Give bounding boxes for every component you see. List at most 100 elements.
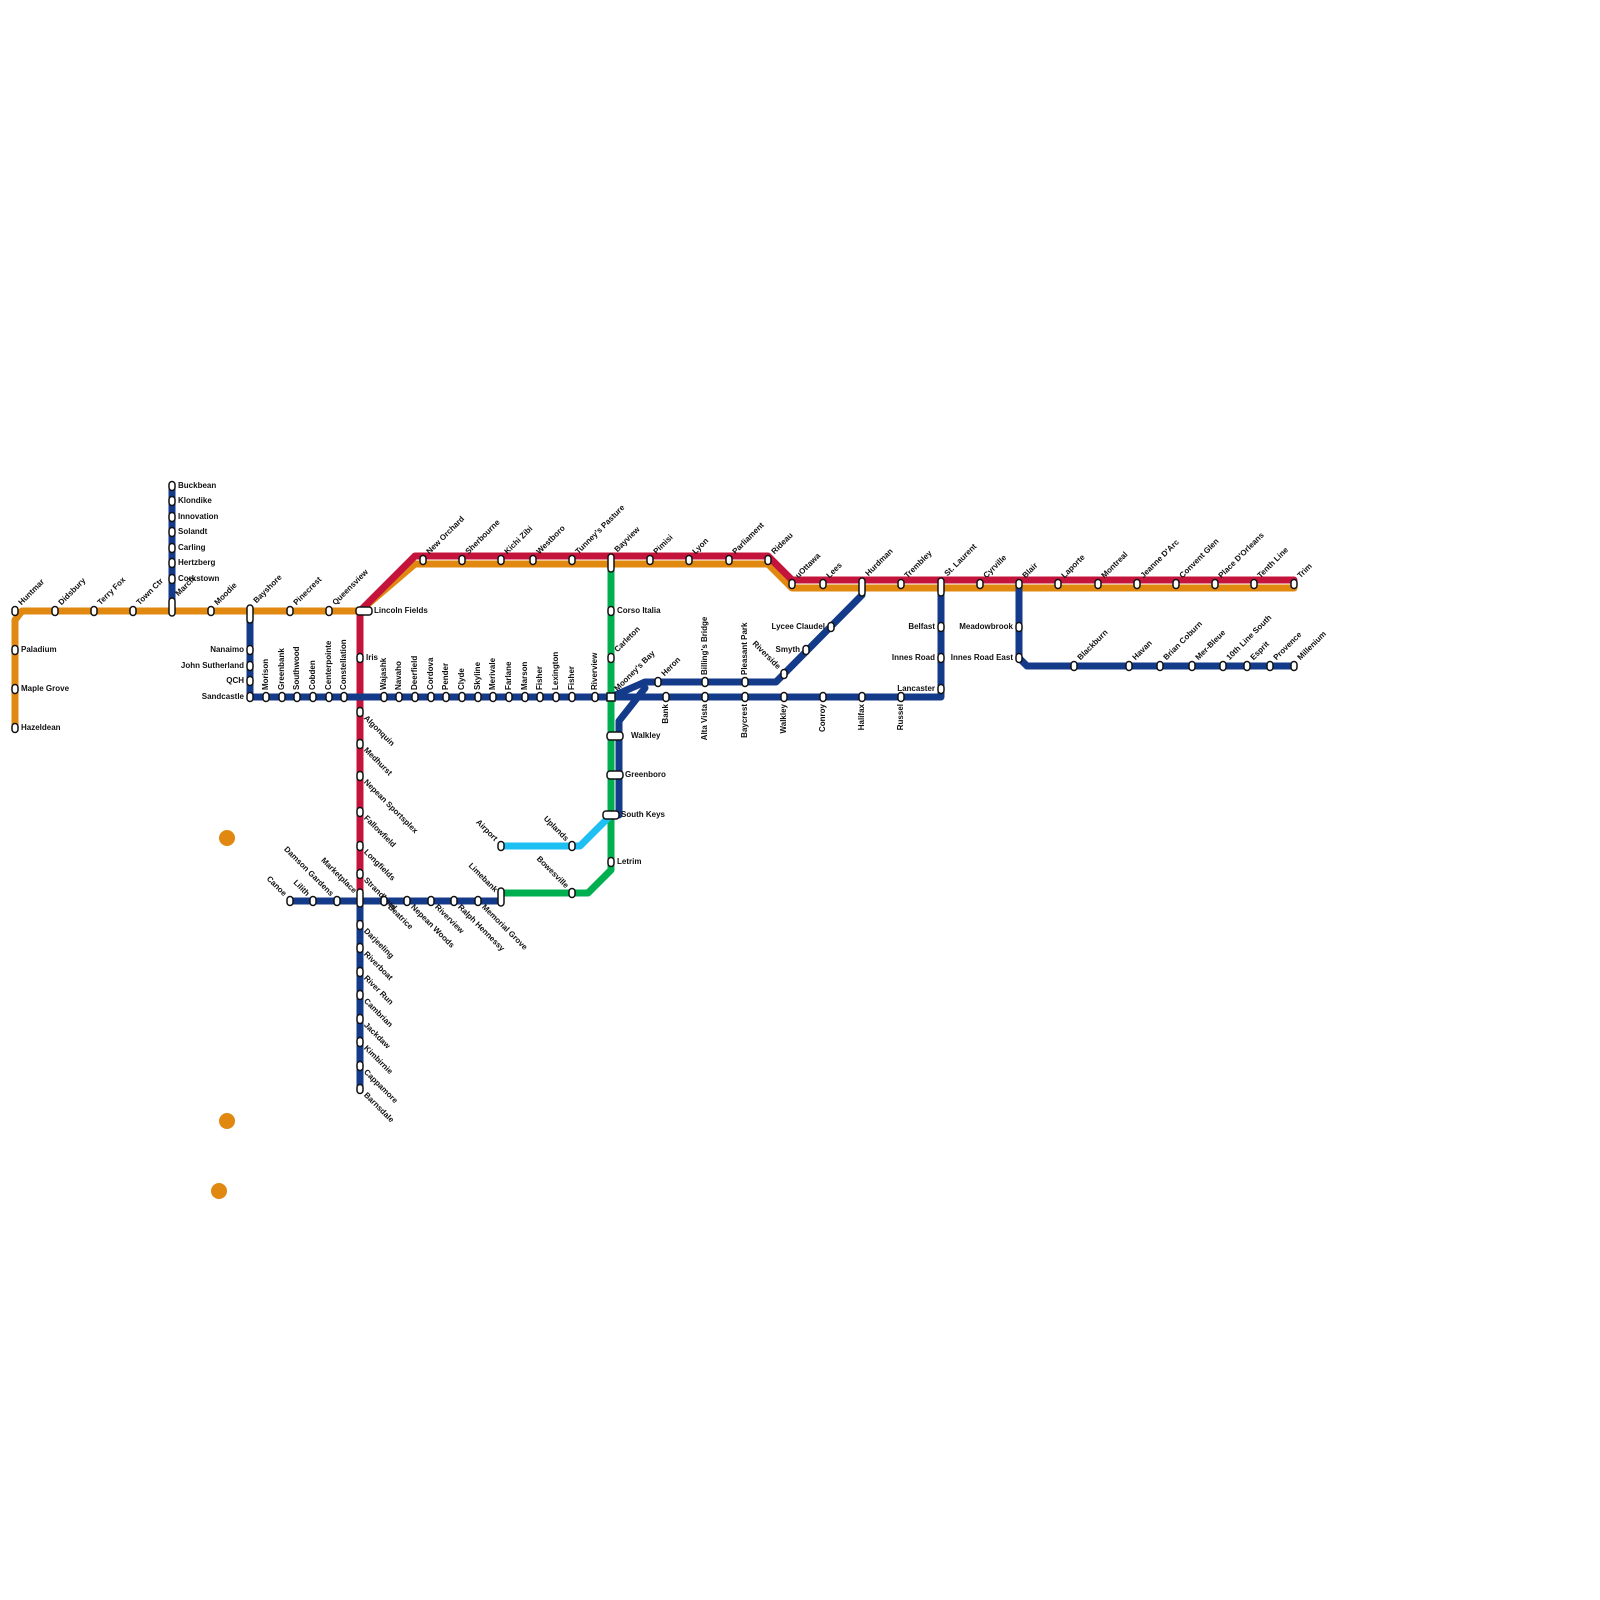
navy-line: [607, 591, 866, 701]
station-marker: [1211, 578, 1219, 590]
station-label: Riverside: [751, 639, 783, 671]
station-marker: [356, 652, 364, 664]
station-label: Carling: [178, 543, 206, 552]
station-marker: [356, 919, 364, 931]
station-marker: [1250, 578, 1258, 590]
station-marker: [937, 652, 945, 664]
station-marker: [356, 942, 364, 954]
station-marker: [380, 895, 388, 907]
station-label: Hazeldean: [21, 723, 61, 732]
station-label: Baycrest: [740, 704, 749, 738]
station-label: Innovation: [178, 512, 219, 521]
station-label: Westboro: [535, 523, 567, 555]
station-marker: [356, 770, 364, 782]
station-label: Pleasant Park: [740, 622, 749, 675]
station-marker: [701, 676, 709, 688]
station-marker: [827, 621, 835, 633]
station-label: Walkley: [631, 731, 661, 740]
station-label: St. Laurent: [943, 542, 979, 578]
station-label: Skyline: [473, 661, 482, 690]
station-marker: [788, 578, 796, 590]
station-marker: [168, 542, 176, 554]
station-marker: [427, 691, 435, 703]
station-marker: [403, 895, 411, 907]
station-label: Havan: [1131, 638, 1154, 661]
station-marker: [356, 1036, 364, 1048]
station-marker: [246, 675, 254, 687]
station-marker: [309, 895, 317, 907]
station-marker: [497, 887, 505, 907]
station-marker: [168, 557, 176, 569]
station-marker: [606, 770, 624, 780]
station-marker: [168, 480, 176, 492]
station-marker: [458, 554, 466, 566]
station-label: Conroy: [818, 703, 827, 732]
station-label: Queensview: [331, 567, 371, 607]
station-marker: [552, 691, 560, 703]
cyan-line: [497, 811, 615, 850]
station-label: Riverview: [590, 652, 599, 690]
station-marker: [858, 577, 866, 597]
station-label: Walkley: [779, 703, 788, 733]
station-marker: [529, 554, 537, 566]
station-marker: [11, 722, 19, 734]
station-marker: [654, 676, 662, 688]
station-marker: [380, 691, 388, 703]
station-marker: [937, 621, 945, 633]
station-marker: [858, 691, 866, 703]
station-label: Montreal: [1100, 550, 1130, 580]
station-label: Wajashk: [379, 657, 388, 690]
station-label: Russel: [896, 704, 905, 730]
station-label: Innes Road: [892, 653, 935, 662]
orange-line: [11, 560, 1298, 732]
station-label: Town Ctr: [135, 576, 165, 606]
station-label: Constellation: [339, 639, 348, 690]
station-marker: [325, 691, 333, 703]
station-marker: [356, 1083, 364, 1095]
station-marker: [1188, 660, 1196, 672]
station-label: Heron: [660, 655, 683, 678]
station-marker: [11, 605, 19, 617]
station-label: Bayview: [613, 524, 643, 554]
dot: [219, 830, 235, 846]
station-marker: [246, 691, 254, 703]
station-label: Fisher: [567, 666, 576, 690]
station-marker: [725, 554, 733, 566]
station-marker: [568, 691, 576, 703]
station-marker: [246, 644, 254, 656]
station-label: Laporte: [1060, 552, 1087, 579]
station-marker: [333, 895, 341, 907]
station-label: Cordova: [426, 657, 435, 690]
station-label: Nanaimo: [210, 645, 244, 654]
station-label: Sherbourne: [464, 517, 502, 555]
station-marker: [450, 895, 458, 907]
station-label: Terry Fox: [96, 575, 128, 607]
station-marker: [325, 605, 333, 617]
station-marker: [356, 806, 364, 818]
station-marker: [607, 856, 615, 868]
station-marker: [51, 605, 59, 617]
station-marker: [764, 554, 772, 566]
station-marker: [419, 554, 427, 566]
station-marker: [286, 895, 294, 907]
green-line: [497, 559, 615, 897]
station-marker: [741, 691, 749, 703]
station-marker: [819, 691, 827, 703]
station-marker: [568, 887, 576, 899]
station-label: Cyrville: [982, 553, 1009, 580]
station-marker: [355, 606, 373, 616]
navy-line: [615, 684, 649, 819]
station-marker: [489, 691, 497, 703]
station-label: Lilith: [292, 878, 312, 898]
station-marker: [607, 553, 615, 573]
station-label: Iris: [366, 653, 379, 662]
station-marker: [474, 691, 482, 703]
station-marker: [129, 605, 137, 617]
station-label: Navaho: [394, 661, 403, 690]
station-marker: [685, 554, 693, 566]
station-marker: [1015, 621, 1023, 633]
station-label: Carleton: [613, 625, 642, 654]
station-marker: [937, 577, 945, 597]
station-marker: [309, 691, 317, 703]
